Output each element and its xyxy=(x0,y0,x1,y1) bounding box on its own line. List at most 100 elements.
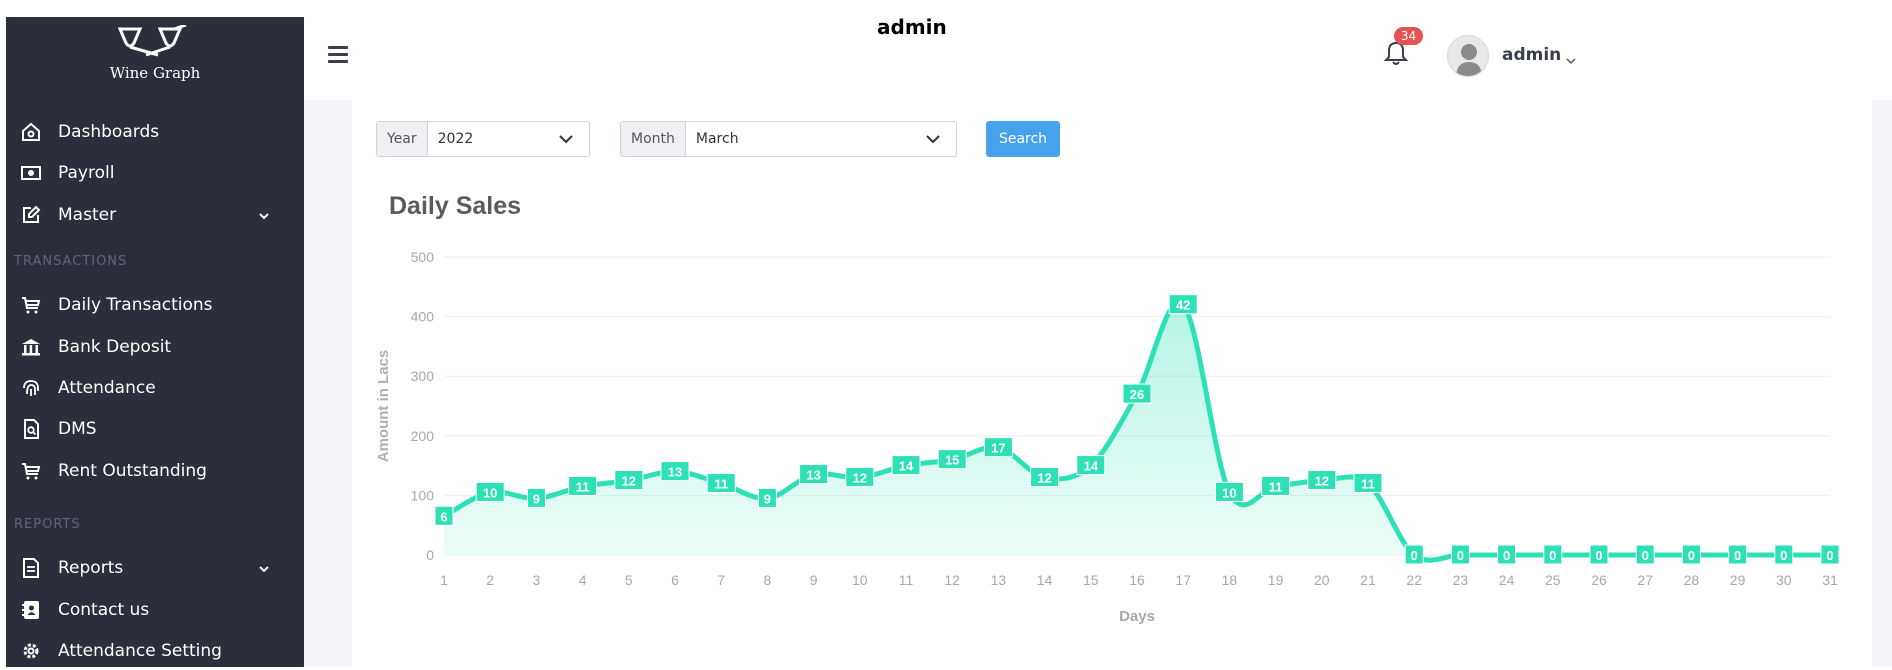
data-label-box xyxy=(1261,475,1291,496)
data-label-box xyxy=(1404,544,1424,565)
data-label: 11 xyxy=(1269,479,1283,494)
sidebar-item-label: Rent Outstanding xyxy=(58,461,207,481)
sidebar-item-label: Dashboards xyxy=(58,122,160,142)
month-select[interactable]: Month March xyxy=(620,121,957,157)
data-label-box xyxy=(799,464,829,485)
y-tick-label: 300 xyxy=(411,368,435,384)
avatar[interactable] xyxy=(1447,35,1489,77)
x-tick-label: 1 xyxy=(440,572,448,588)
sidebar-item-label: Master xyxy=(58,205,117,225)
sidebar-item-master[interactable]: Master xyxy=(6,196,304,234)
x-tick-label: 28 xyxy=(1684,572,1700,588)
x-tick-label: 16 xyxy=(1129,572,1145,588)
chevron-down-icon xyxy=(258,207,270,226)
y-tick-label: 400 xyxy=(411,309,435,325)
data-label-box xyxy=(1543,544,1563,565)
data-label-box xyxy=(660,461,690,482)
data-label-box xyxy=(1353,472,1383,493)
edit-icon xyxy=(21,205,41,225)
topbar: admin xyxy=(304,0,1892,100)
data-label: 13 xyxy=(668,465,682,480)
x-tick-label: 8 xyxy=(764,572,772,588)
data-label: 9 xyxy=(533,491,540,506)
gear-icon xyxy=(21,641,41,661)
data-label: 0 xyxy=(1549,548,1556,563)
data-label-box xyxy=(706,472,736,493)
data-label: 13 xyxy=(806,468,820,483)
sidebar-item-bank-deposit[interactable]: Bank Deposit xyxy=(6,328,304,366)
data-label-box xyxy=(1681,544,1701,565)
sidebar-item-contact-us[interactable]: Contact us xyxy=(6,591,304,629)
data-label-box xyxy=(526,487,546,508)
data-label: 11 xyxy=(714,476,728,491)
data-label-box xyxy=(1076,455,1106,476)
x-tick-label: 4 xyxy=(579,572,587,588)
sidebar-item-dms[interactable]: DMS xyxy=(6,410,304,448)
sidebar-item-label: Daily Transactions xyxy=(58,295,213,315)
x-tick-label: 7 xyxy=(717,572,725,588)
sidebar-item-payroll[interactable]: Payroll xyxy=(6,154,304,192)
data-label: 0 xyxy=(1780,548,1787,563)
x-tick-label: 6 xyxy=(671,572,679,588)
data-label-box xyxy=(1497,544,1517,565)
logo: Wine Graph xyxy=(6,17,304,107)
sidebar-item-attendance[interactable]: Attendance xyxy=(6,369,304,407)
sidebar-item-daily-transactions[interactable]: Daily Transactions xyxy=(6,286,304,324)
data-label: 0 xyxy=(1595,548,1602,563)
x-tick-label: 20 xyxy=(1314,572,1330,588)
y-tick-label: 100 xyxy=(411,487,435,503)
contact-book-icon xyxy=(21,600,41,620)
chevron-down-icon xyxy=(258,560,270,579)
sales-area xyxy=(444,302,1830,561)
section-title-transactions: TRANSACTIONS xyxy=(14,254,128,269)
year-select[interactable]: Year 2022 xyxy=(376,121,590,157)
x-tick-label: 29 xyxy=(1730,572,1746,588)
sidebar-item-rent-outstanding[interactable]: Rent Outstanding xyxy=(6,452,304,490)
x-axis-title: Days xyxy=(1119,608,1155,625)
sidebar-item-attendance-setting[interactable]: Attendance Setting xyxy=(6,632,304,670)
data-label: 15 xyxy=(945,453,959,468)
x-tick-label: 10 xyxy=(852,572,868,588)
x-tick-label: 25 xyxy=(1545,572,1561,588)
data-label-box xyxy=(1450,544,1470,565)
page-title: admin xyxy=(877,15,947,39)
chevron-down-icon xyxy=(926,135,940,144)
sidebar-item-label: DMS xyxy=(58,419,97,439)
menu-toggle-icon[interactable] xyxy=(328,46,348,63)
data-label: 14 xyxy=(899,459,914,474)
x-tick-label: 12 xyxy=(944,572,960,588)
x-tick-label: 24 xyxy=(1499,572,1515,588)
y-tick-label: 0 xyxy=(426,547,434,563)
data-label-box xyxy=(568,475,598,496)
data-label: 9 xyxy=(764,491,771,506)
data-label: 10 xyxy=(1222,485,1236,500)
data-label-box xyxy=(1589,544,1609,565)
data-label-box xyxy=(1307,470,1337,490)
cart-icon xyxy=(21,461,41,481)
data-label: 17 xyxy=(991,441,1005,456)
data-label: 6 xyxy=(440,509,447,524)
search-button[interactable]: Search xyxy=(986,121,1060,157)
x-tick-label: 11 xyxy=(899,572,914,588)
data-label-box xyxy=(1774,544,1794,565)
sidebar-item-reports[interactable]: Reports xyxy=(6,549,304,587)
sidebar-item-dashboards[interactable]: Dashboards xyxy=(6,113,304,151)
data-label: 12 xyxy=(1315,474,1329,489)
data-label: 0 xyxy=(1642,548,1649,563)
home-icon xyxy=(21,122,41,142)
sidebar-item-label: Reports xyxy=(58,558,124,578)
data-label: 0 xyxy=(1826,548,1833,563)
sidebar-item-label: Attendance Setting xyxy=(58,641,222,661)
data-label-box xyxy=(434,505,454,526)
y-tick-label: 500 xyxy=(411,249,435,265)
data-label: 12 xyxy=(622,474,636,489)
bank-icon xyxy=(21,337,41,357)
user-name[interactable]: admin xyxy=(1502,45,1562,65)
notification-badge: 34 xyxy=(1394,27,1423,45)
x-tick-label: 18 xyxy=(1222,572,1238,588)
section-title-reports: REPORTS xyxy=(14,517,81,532)
x-tick-label: 2 xyxy=(486,572,494,588)
report-icon xyxy=(21,558,41,578)
chevron-down-icon[interactable] xyxy=(1566,50,1576,69)
x-tick-label: 27 xyxy=(1637,572,1653,588)
